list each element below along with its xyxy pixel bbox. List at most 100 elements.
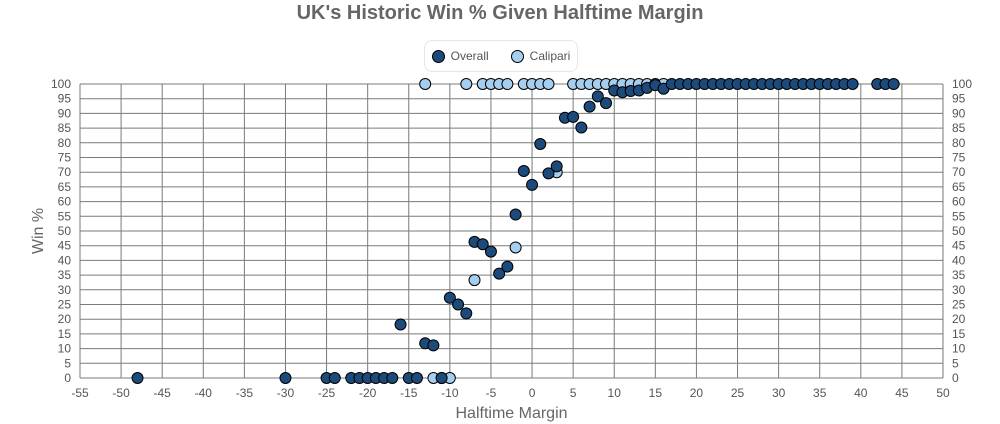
data-point-calipari[interactable] bbox=[468, 274, 481, 287]
data-point-overall[interactable] bbox=[328, 372, 341, 384]
data-point-overall[interactable] bbox=[452, 298, 465, 311]
data-point-overall[interactable] bbox=[501, 260, 514, 273]
y-tick-label-right: 15 bbox=[952, 327, 966, 341]
x-tick-label: -20 bbox=[359, 386, 377, 400]
x-tick-label: -30 bbox=[277, 386, 295, 400]
data-point-overall[interactable] bbox=[517, 165, 530, 178]
x-tick-label: -40 bbox=[195, 386, 213, 400]
data-point-overall[interactable] bbox=[846, 78, 859, 90]
y-axis-title: Win % bbox=[30, 208, 47, 254]
y-tick-label-right: 30 bbox=[952, 283, 966, 297]
data-point-calipari[interactable] bbox=[419, 78, 432, 90]
x-tick-label: -45 bbox=[154, 386, 172, 400]
y-tick-label-left: 15 bbox=[58, 327, 72, 341]
data-point-overall[interactable] bbox=[509, 208, 522, 221]
y-tick-label-left: 80 bbox=[58, 136, 72, 150]
y-tick-label-right: 60 bbox=[952, 195, 966, 209]
x-tick-label: -35 bbox=[236, 386, 254, 400]
x-tick-label: -15 bbox=[400, 386, 418, 400]
data-point-overall[interactable] bbox=[435, 372, 448, 384]
x-tick-label: 45 bbox=[895, 386, 909, 400]
y-tick-label-left: 95 bbox=[58, 92, 72, 106]
y-tick-label-right: 35 bbox=[952, 268, 966, 282]
data-point-overall[interactable] bbox=[534, 137, 547, 150]
y-tick-label-left: 5 bbox=[64, 356, 71, 370]
data-point-overall[interactable] bbox=[887, 78, 900, 90]
y-tick-label-left: 100 bbox=[51, 77, 71, 91]
x-tick-label: 5 bbox=[570, 386, 577, 400]
y-tick-label-right: 95 bbox=[952, 92, 966, 106]
y-tick-label-right: 55 bbox=[952, 209, 966, 223]
y-tick-label-right: 5 bbox=[952, 356, 959, 370]
y-tick-label-left: 30 bbox=[58, 283, 72, 297]
legend-label-calipari: Calipari bbox=[529, 49, 571, 63]
y-tick-label-left: 0 bbox=[64, 371, 71, 385]
x-tick-label: -25 bbox=[318, 386, 336, 400]
data-point-overall[interactable] bbox=[410, 372, 423, 384]
data-point-calipari[interactable] bbox=[460, 78, 473, 90]
legend-marker-overall bbox=[431, 49, 445, 63]
data-point-overall[interactable] bbox=[600, 97, 613, 110]
x-tick-label: 10 bbox=[608, 386, 622, 400]
x-tick-label: -50 bbox=[112, 386, 130, 400]
data-point-overall[interactable] bbox=[386, 372, 399, 384]
y-tick-label-left: 40 bbox=[58, 253, 72, 267]
data-point-calipari[interactable] bbox=[501, 78, 514, 90]
y-tick-label-right: 20 bbox=[952, 312, 966, 326]
y-tick-label-left: 10 bbox=[58, 342, 72, 356]
x-tick-label: 20 bbox=[690, 386, 704, 400]
x-tick-label: 35 bbox=[813, 386, 827, 400]
data-point-overall[interactable] bbox=[131, 372, 144, 384]
legend-label-overall: Overall bbox=[450, 49, 489, 63]
data-point-overall[interactable] bbox=[567, 110, 580, 123]
data-point-overall[interactable] bbox=[394, 318, 407, 331]
y-tick-label-right: 80 bbox=[952, 136, 966, 150]
x-tick-label: 0 bbox=[529, 386, 536, 400]
y-tick-label-left: 20 bbox=[58, 312, 72, 326]
data-point-overall[interactable] bbox=[427, 339, 440, 352]
data-point-overall[interactable] bbox=[583, 100, 596, 113]
x-tick-label: -55 bbox=[71, 386, 89, 400]
y-tick-label-right: 40 bbox=[952, 253, 966, 267]
y-tick-label-right: 100 bbox=[952, 77, 972, 91]
x-tick-label: 30 bbox=[772, 386, 786, 400]
y-tick-label-right: 65 bbox=[952, 180, 966, 194]
data-point-overall[interactable] bbox=[542, 167, 555, 180]
data-point-overall[interactable] bbox=[460, 307, 473, 320]
data-point-overall[interactable] bbox=[591, 90, 604, 103]
legend-item-overall[interactable]: Overall bbox=[431, 49, 489, 63]
data-point-calipari[interactable] bbox=[542, 78, 555, 90]
y-tick-label-left: 55 bbox=[58, 209, 72, 223]
data-point-overall[interactable] bbox=[443, 291, 456, 304]
y-tick-label-right: 10 bbox=[952, 342, 966, 356]
data-point-overall[interactable] bbox=[493, 267, 506, 280]
data-point-overall[interactable] bbox=[279, 372, 292, 384]
data-points bbox=[131, 78, 900, 384]
x-tick-label: -5 bbox=[486, 386, 497, 400]
y-tick-label-left: 75 bbox=[58, 151, 72, 165]
y-tick-label-left: 90 bbox=[58, 106, 72, 120]
x-tick-label: -10 bbox=[441, 386, 459, 400]
y-tick-label-left: 65 bbox=[58, 180, 72, 194]
x-tick-label: 25 bbox=[731, 386, 745, 400]
y-tick-label-left: 70 bbox=[58, 165, 72, 179]
data-point-overall[interactable] bbox=[575, 121, 588, 134]
y-tick-label-left: 60 bbox=[58, 195, 72, 209]
data-point-overall[interactable] bbox=[550, 160, 563, 173]
y-tick-label-right: 25 bbox=[952, 298, 966, 312]
legend: Overall Calipari bbox=[424, 40, 578, 72]
data-point-overall[interactable] bbox=[484, 245, 497, 258]
legend-item-calipari[interactable]: Calipari bbox=[510, 49, 571, 63]
chart-title: UK's Historic Win % Given Halftime Margi… bbox=[296, 2, 704, 24]
data-point-overall[interactable] bbox=[476, 238, 489, 251]
x-tick-label: 15 bbox=[649, 386, 663, 400]
data-point-calipari[interactable] bbox=[509, 241, 522, 254]
y-tick-label-left: 45 bbox=[58, 239, 72, 253]
y-tick-label-right: 85 bbox=[952, 121, 966, 135]
data-point-overall[interactable] bbox=[526, 178, 539, 191]
y-tick-label-right: 70 bbox=[952, 165, 966, 179]
y-tick-label-left: 25 bbox=[58, 298, 72, 312]
legend-marker-calipari bbox=[510, 49, 524, 63]
x-tick-label: 40 bbox=[854, 386, 868, 400]
y-tick-label-left: 35 bbox=[58, 268, 72, 282]
